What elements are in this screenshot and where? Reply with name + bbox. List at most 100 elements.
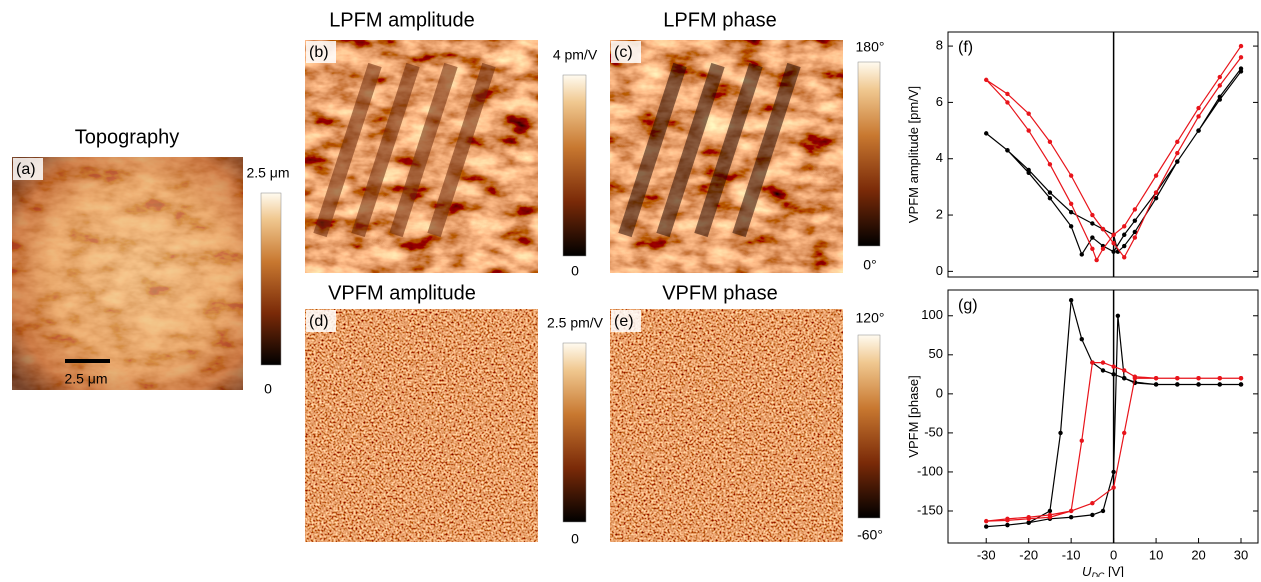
y-tick-label: -100 (917, 463, 943, 478)
data-point (1026, 111, 1030, 115)
data-point (1239, 55, 1243, 59)
data-point (1239, 69, 1243, 73)
data-point (1048, 190, 1052, 194)
data-point (984, 131, 988, 135)
y-tick-label: 6 (936, 94, 943, 109)
data-point (1090, 501, 1094, 505)
data-point (1122, 233, 1126, 237)
panel-label: (d) (309, 313, 329, 330)
y-tick-label: 100 (921, 307, 943, 322)
panel-title: LPFM phase (663, 9, 776, 31)
data-point (1111, 364, 1115, 368)
colorbar-max: 4 pm/V (553, 47, 598, 63)
y-axis-label: VPFM amplitude [pm/V] (906, 86, 921, 223)
colorbar-min: 0° (863, 257, 876, 273)
y-tick-label: 2 (936, 206, 943, 221)
data-point (1133, 218, 1137, 222)
data-point (1111, 249, 1115, 253)
panel-label: (a) (16, 161, 36, 178)
data-point (1101, 247, 1105, 251)
panel-label: (e) (614, 313, 634, 330)
data-point (984, 78, 988, 82)
data-point (1101, 509, 1105, 513)
data-point (1122, 244, 1126, 248)
x-tick-label: 0 (1110, 547, 1117, 562)
data-point (1090, 235, 1094, 239)
data-point (1080, 337, 1084, 341)
data-point (1122, 376, 1126, 380)
data-point (1122, 255, 1126, 259)
data-point (1048, 140, 1052, 144)
data-point (1080, 252, 1084, 256)
data-point (1154, 190, 1158, 194)
colorbar-max: 2.5 μm (246, 165, 289, 181)
data-point (1154, 173, 1158, 177)
x-tick-label: -30 (977, 547, 996, 562)
data-point (1069, 298, 1073, 302)
y-tick-label: -50 (924, 424, 943, 439)
colorbar (261, 193, 281, 365)
data-point (1111, 485, 1115, 489)
data-point (1122, 368, 1126, 372)
data-point (1080, 439, 1084, 443)
panel-label: (f) (958, 39, 973, 56)
data-point (1122, 431, 1126, 435)
y-tick-label: 8 (936, 38, 943, 53)
colorbar-min: -60° (857, 527, 883, 543)
x-label-unit: [V] (1104, 564, 1124, 577)
data-point (1090, 213, 1094, 217)
data-point (1218, 382, 1222, 386)
data-point (1218, 75, 1222, 79)
data-point (1175, 382, 1179, 386)
y-tick-label: 0 (936, 263, 943, 278)
x-tick-label: -20 (1019, 547, 1038, 562)
panel-title: VPFM amplitude (328, 282, 476, 304)
colorbar (563, 343, 586, 522)
data-point (1005, 92, 1009, 96)
y-tick-label: -150 (917, 502, 943, 517)
colorbar-max: 120° (856, 310, 885, 326)
panel-label: (b) (309, 44, 329, 61)
colorbar-min: 0 (264, 381, 272, 397)
colorbar (858, 62, 880, 246)
figure: Topography(a)2.5 μm02.5 μmLPFM amplitude… (0, 0, 1261, 577)
data-point (1196, 382, 1200, 386)
image-texture (12, 157, 243, 390)
data-point (1154, 376, 1158, 380)
pfm-image (305, 309, 538, 542)
colorbar (563, 75, 586, 256)
data-point (1111, 233, 1115, 237)
data-point (1196, 114, 1200, 118)
panel-title: VPFM phase (662, 282, 778, 304)
data-point (1133, 235, 1137, 239)
data-point (1026, 168, 1030, 172)
data-point (1175, 151, 1179, 155)
data-point (1154, 382, 1158, 386)
data-point (1218, 97, 1222, 101)
data-point (1218, 83, 1222, 87)
panel-title: Topography (75, 126, 180, 148)
data-point (1239, 382, 1243, 386)
colorbar-max: 180° (856, 39, 885, 55)
y-tick-label: 4 (936, 150, 943, 165)
x-tick-label: -10 (1062, 547, 1081, 562)
colorbar-max: 2.5 pm/V (547, 315, 604, 331)
y-tick-label: 0 (936, 385, 943, 400)
data-point (1048, 509, 1052, 513)
data-point (1090, 221, 1094, 225)
y-axis-label: VPFM [phase] (906, 375, 921, 457)
data-point (1196, 106, 1200, 110)
data-point (1122, 224, 1126, 228)
data-point (1026, 515, 1030, 519)
data-point (1069, 224, 1073, 228)
data-point (1175, 376, 1179, 380)
data-point (1175, 140, 1179, 144)
data-point (1048, 196, 1052, 200)
x-tick-label: 10 (1149, 547, 1163, 562)
x-tick-label: 30 (1234, 547, 1248, 562)
data-point (1005, 100, 1009, 104)
data-point (1026, 520, 1030, 524)
x-label-sub: DC (1091, 571, 1104, 577)
data-point (1175, 159, 1179, 163)
data-point (1090, 247, 1094, 251)
